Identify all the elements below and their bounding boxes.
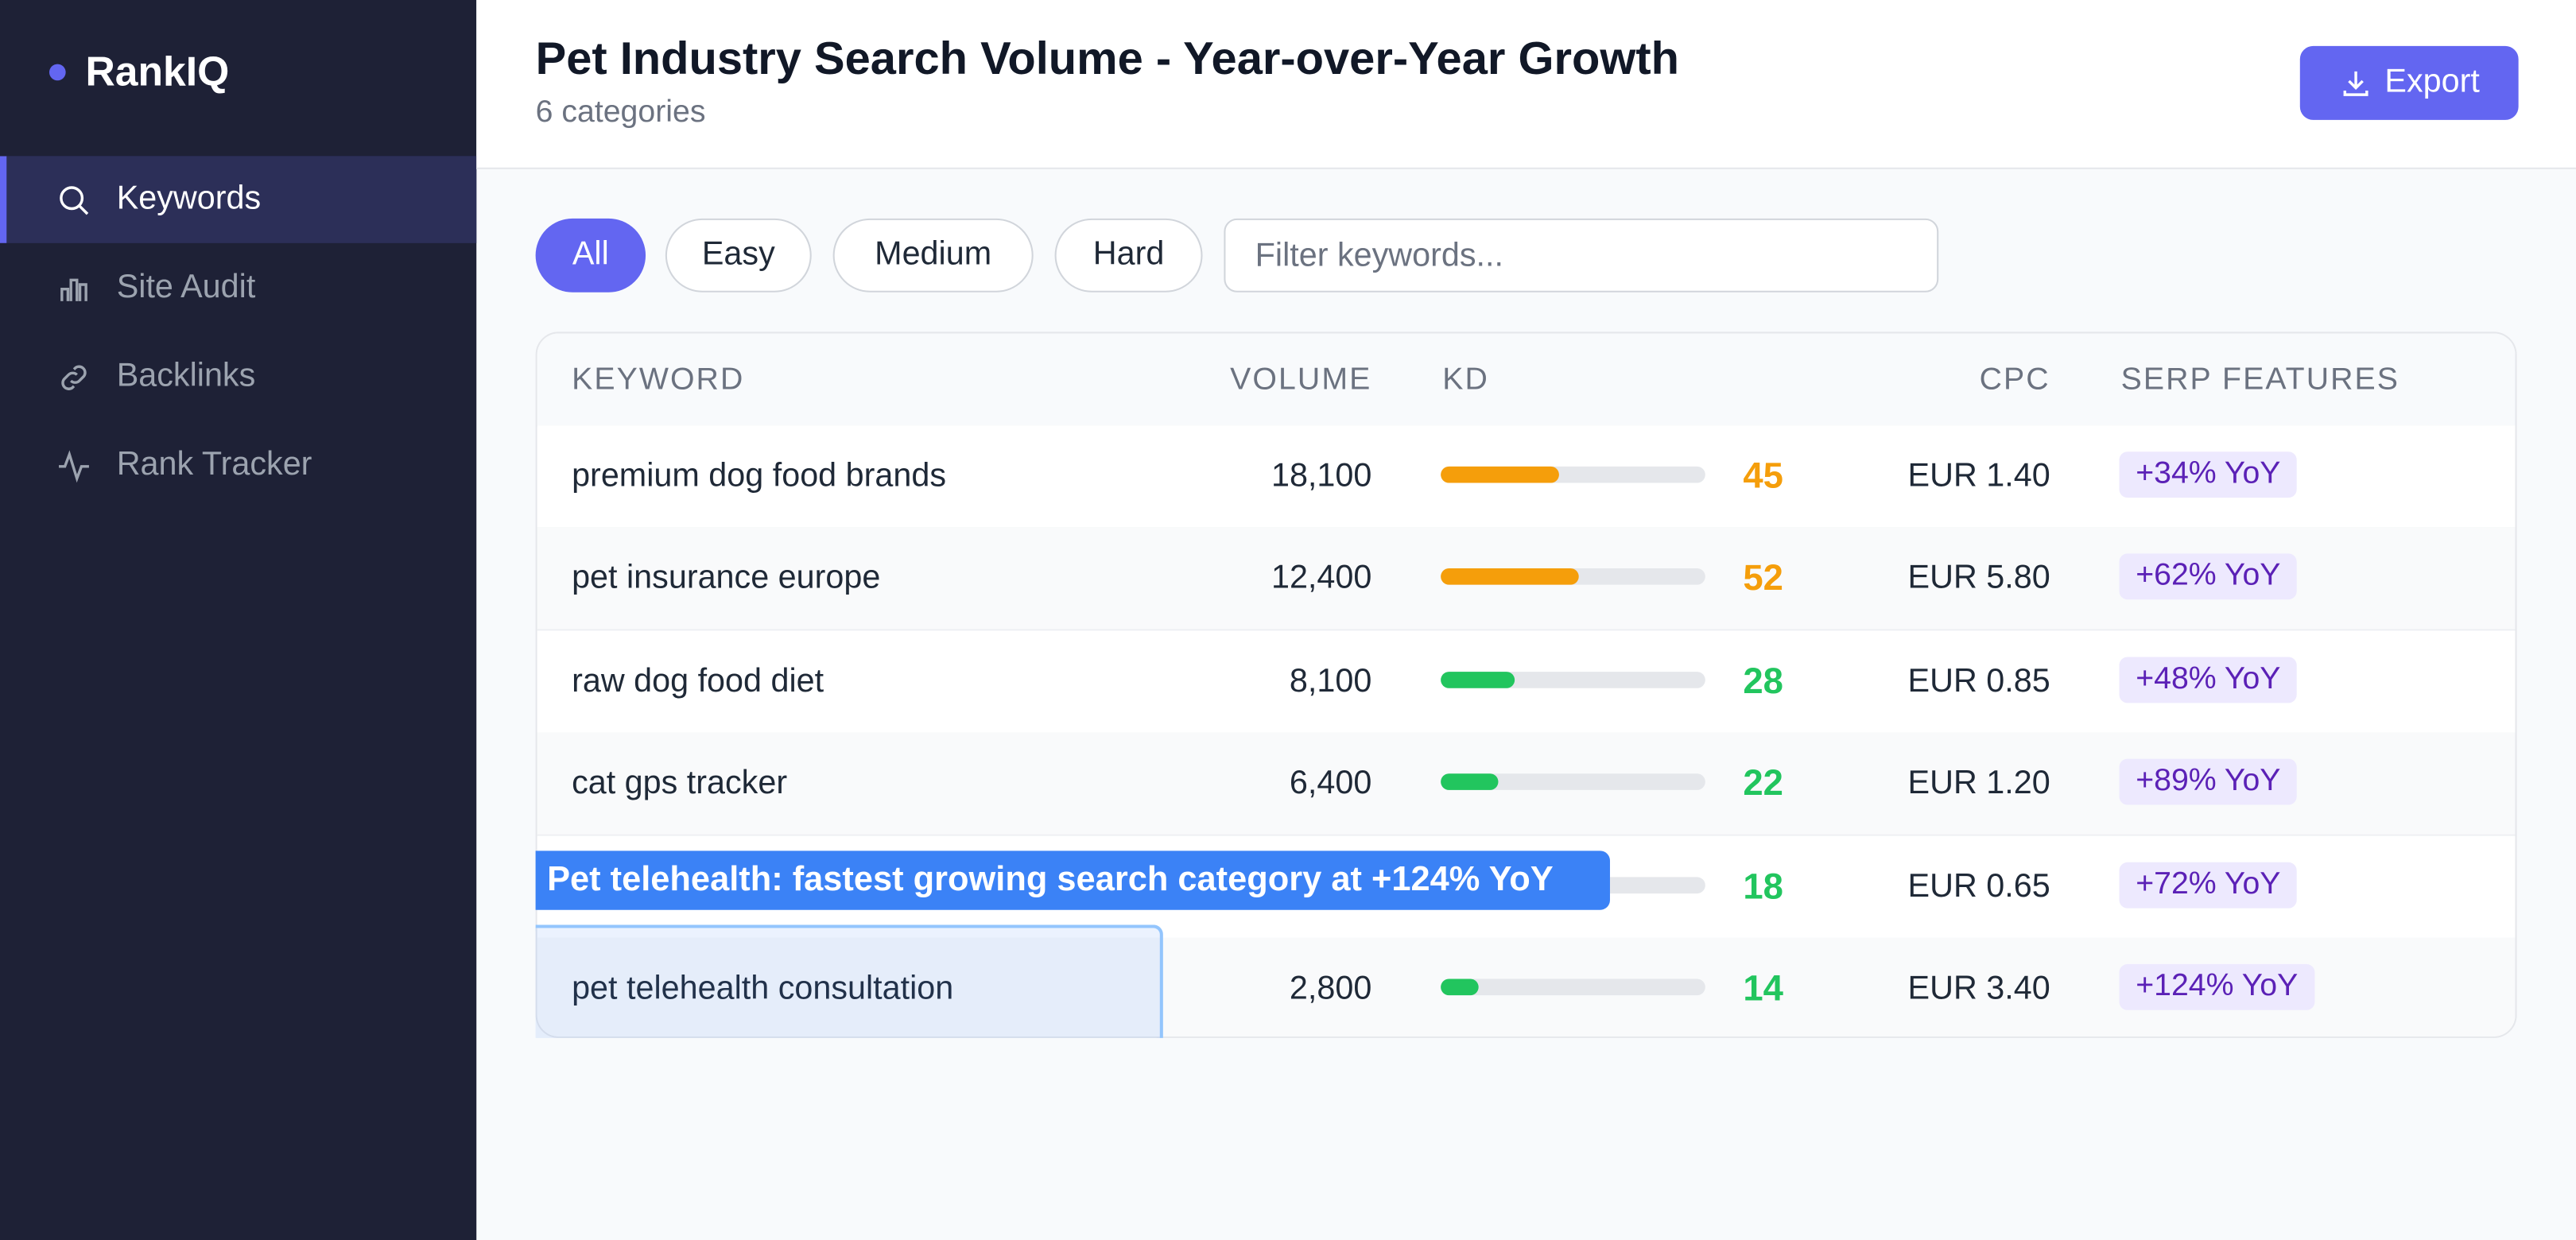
brand-dot bbox=[48, 64, 66, 81]
kd-value: 14 bbox=[1743, 967, 1783, 1009]
filter-input[interactable]: Filter keywords... bbox=[1224, 218, 1939, 293]
kd-track bbox=[1441, 978, 1705, 996]
kd-value: 22 bbox=[1743, 762, 1783, 804]
cpc: EUR 3.40 bbox=[1907, 971, 2050, 1007]
filter-pill[interactable]: Medium bbox=[832, 218, 1034, 293]
filter-pill[interactable]: Hard bbox=[1054, 218, 1203, 293]
keyword: pet telehealth consultation bbox=[572, 971, 954, 1007]
table-row: cat gps tracker 6,400 22 EUR 1.20 +89% YoY bbox=[537, 732, 2516, 837]
column-header: SERP FEATURES bbox=[2120, 362, 2400, 398]
nav-item[interactable]: Rank Tracker bbox=[0, 422, 476, 510]
kd-value: 28 bbox=[1743, 660, 1783, 701]
cpc: EUR 5.80 bbox=[1907, 560, 2050, 597]
annotation: Pet telehealth: fastest growing search c… bbox=[535, 851, 1610, 910]
table-row: premium dog food brands 18,100 45 EUR 1.40 +… bbox=[537, 425, 2516, 529]
highlight-box bbox=[535, 924, 1163, 1038]
nav-item[interactable]: Keywords bbox=[0, 156, 477, 243]
kd-value: 45 bbox=[1743, 455, 1783, 497]
nav-item[interactable]: Backlinks bbox=[0, 333, 476, 420]
subtitle: 6 categories bbox=[535, 95, 706, 130]
kd-value: 52 bbox=[1743, 557, 1783, 599]
export-label: Export bbox=[2384, 64, 2480, 101]
cpc: EUR 1.20 bbox=[1907, 765, 2050, 802]
kd-track bbox=[1441, 773, 1705, 791]
table-header: KEYWORD VOLUME KD CPC SERP FEATURES bbox=[537, 333, 2516, 428]
sidebar: RankIQ Keywords Site Audit Backlinks Rank T… bbox=[0, 0, 477, 1240]
nav-label: Site Audit bbox=[116, 269, 256, 306]
keyword-table: KEYWORD VOLUME KD CPC SERP FEATURES premium … bbox=[535, 331, 2517, 1038]
kd-bar bbox=[1441, 773, 1499, 791]
serp-badge: +124% YoY bbox=[2119, 963, 2314, 1010]
serp-badge: +48% YoY bbox=[2119, 657, 2298, 703]
kd-bar bbox=[1441, 978, 1478, 996]
kd-bar bbox=[1441, 671, 1515, 688]
keyword: cat gps tracker bbox=[572, 765, 788, 802]
nav-label: Rank Tracker bbox=[116, 447, 312, 483]
kd-track bbox=[1441, 466, 1705, 483]
filter-pill[interactable]: Easy bbox=[665, 218, 812, 293]
nav-icon bbox=[59, 449, 89, 482]
brand: RankIQ bbox=[85, 48, 230, 95]
volume: 2,800 bbox=[1289, 971, 1372, 1007]
keyword: premium dog food brands bbox=[572, 458, 947, 494]
nav-label: Backlinks bbox=[116, 358, 256, 394]
kd-value: 18 bbox=[1743, 865, 1783, 906]
export-icon bbox=[2342, 70, 2368, 95]
kd-track bbox=[1441, 568, 1705, 586]
volume: 18,100 bbox=[1271, 458, 1372, 494]
page-title: Pet Industry Search Volume - Year-over-Y… bbox=[535, 33, 1679, 84]
nav-icon bbox=[60, 185, 89, 215]
column-header: CPC bbox=[1979, 362, 2050, 398]
table-row: raw dog food diet 8,100 28 EUR 0.85 +48% YoY bbox=[537, 630, 2516, 734]
keyword: pet insurance europe bbox=[572, 560, 881, 597]
nav-icon bbox=[61, 364, 87, 389]
volume: 12,400 bbox=[1271, 560, 1372, 597]
serp-badge: +89% YoY bbox=[2119, 759, 2298, 805]
volume: 8,100 bbox=[1289, 663, 1372, 699]
cpc: EUR 1.40 bbox=[1907, 458, 2050, 494]
nav-icon bbox=[60, 277, 87, 300]
column-header: KD bbox=[1442, 362, 1489, 398]
cpc: EUR 0.85 bbox=[1907, 663, 2050, 699]
table-row: pet insurance europe 12,400 52 EUR 5.80 +62%… bbox=[537, 528, 2516, 632]
table-row: pet telehealth consultation 2,800 14 EUR 3.… bbox=[537, 937, 2516, 1037]
column-header: KEYWORD bbox=[572, 362, 745, 398]
filter-pill[interactable]: All bbox=[535, 218, 646, 293]
serp-badge: +34% YoY bbox=[2119, 451, 2298, 498]
serp-badge: +62% YoY bbox=[2119, 554, 2298, 601]
kd-bar bbox=[1441, 466, 1560, 483]
keyword: raw dog food diet bbox=[572, 663, 824, 699]
header: Pet Industry Search Volume - Year-over-Y… bbox=[476, 0, 2576, 169]
kd-bar bbox=[1441, 568, 1579, 586]
cpc: EUR 0.65 bbox=[1907, 868, 2050, 905]
volume: 6,400 bbox=[1289, 765, 1372, 802]
nav-label: Keywords bbox=[116, 180, 262, 217]
serp-badge: +72% YoY bbox=[2119, 861, 2298, 908]
kd-track bbox=[1441, 671, 1705, 688]
column-header: VOLUME bbox=[1230, 362, 1372, 398]
export-button[interactable]: Export bbox=[2299, 45, 2519, 120]
nav-item[interactable]: Site Audit bbox=[0, 245, 476, 332]
